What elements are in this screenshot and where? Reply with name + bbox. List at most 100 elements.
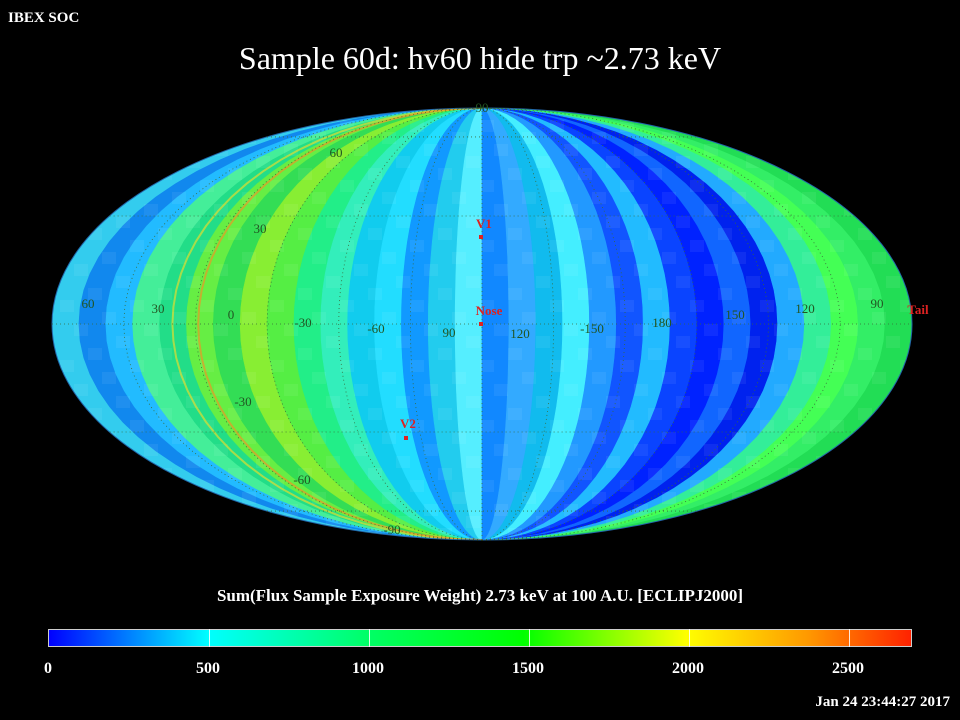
texture-cell: [256, 516, 270, 528]
texture-cell: [536, 336, 550, 348]
texture-cell: [704, 384, 718, 396]
texture-cell: [312, 252, 326, 264]
texture-cell: [480, 240, 494, 252]
texture-cell: [522, 192, 536, 204]
grid-labels: 90 60 30 -30 -60 -90 60 30 0 -30 -60 90 120 -150 180 15…: [82, 100, 884, 537]
texture-cell: [256, 276, 270, 288]
texture-cell: [886, 396, 900, 408]
texture-cell: [74, 444, 88, 456]
marker-nose-dot: [479, 322, 483, 326]
texture-cell: [760, 240, 774, 252]
texture-cell: [256, 216, 270, 228]
texture-cell: [578, 468, 592, 480]
texture-cell: [844, 144, 858, 156]
texture-cell: [130, 420, 144, 432]
texture-cell: [396, 156, 410, 168]
texture-cell: [284, 444, 298, 456]
texture-cell: [382, 492, 396, 504]
texture-cell: [606, 216, 620, 228]
texture-cell: [634, 444, 648, 456]
texture-cell: [410, 360, 424, 372]
texture-cell: [522, 312, 536, 324]
texture-cell: [886, 336, 900, 348]
texture-cell: [578, 168, 592, 180]
texture-cell: [704, 204, 718, 216]
texture-cell: [830, 240, 844, 252]
texture-cell: [676, 336, 690, 348]
texture-cell: [340, 420, 354, 432]
texture-cell: [354, 264, 368, 276]
texture-cell: [648, 468, 662, 480]
texture-cell: [592, 432, 606, 444]
texture-cell: [410, 300, 424, 312]
texture-cell: [424, 264, 438, 276]
texture-cell: [578, 348, 592, 360]
texture-cell: [648, 408, 662, 420]
texture-cell: [816, 516, 830, 528]
texture-cell: [480, 420, 494, 432]
texture-cell: [536, 516, 550, 528]
texture-cell: [830, 480, 844, 492]
texture-cell: [396, 276, 410, 288]
texture-cell: [858, 288, 872, 300]
texture-cell: [872, 372, 886, 384]
texture-cell: [480, 120, 494, 132]
texture-cell: [382, 372, 396, 384]
texture-cell: [536, 396, 550, 408]
texture-cell: [242, 252, 256, 264]
texture-cell: [424, 504, 438, 516]
texture-cell: [662, 372, 676, 384]
colorbar-tick-label: 1000: [352, 660, 384, 677]
texture-cell: [718, 468, 732, 480]
texture-cell: [116, 336, 130, 348]
texture-cell: [74, 324, 88, 336]
texture-cell: [228, 468, 242, 480]
texture-cell: [326, 516, 340, 528]
texture-cell: [368, 468, 382, 480]
texture-cell: [606, 276, 620, 288]
texture-cell: [410, 240, 424, 252]
colorbar: [48, 629, 912, 647]
texture-cell: [102, 252, 116, 264]
texture-cell: [564, 504, 578, 516]
texture-cell: [830, 300, 844, 312]
texture-cell: [438, 168, 452, 180]
longitude-label: 0: [228, 307, 235, 322]
texture-cell: [102, 492, 116, 504]
texture-cell: [872, 492, 886, 504]
texture-cell: [732, 312, 746, 324]
texture-cell: [214, 264, 228, 276]
longitude-label: -30: [294, 315, 311, 330]
texture-cell: [326, 336, 340, 348]
texture-cell: [102, 312, 116, 324]
meridian-line: [266, 107, 483, 541]
texture-cell: [788, 408, 802, 420]
texture-cell: [172, 432, 186, 444]
marker-tail-label: Tail: [907, 302, 929, 317]
texture-cell: [550, 420, 564, 432]
texture-cell: [844, 264, 858, 276]
texture-cell: [802, 312, 816, 324]
texture-cell: [900, 120, 912, 132]
texture-cell: [886, 156, 900, 168]
texture-cell: [480, 180, 494, 192]
texture-cell: [466, 396, 480, 408]
texture-cell: [578, 228, 592, 240]
texture-cell: [326, 216, 340, 228]
texture-cell: [788, 228, 802, 240]
texture-cell: [606, 456, 620, 468]
texture-cell: [466, 456, 480, 468]
texture-cell: [620, 120, 634, 132]
texture-cell: [382, 192, 396, 204]
texture-cell: [802, 432, 816, 444]
texture-cell: [564, 144, 578, 156]
texture-cell: [522, 432, 536, 444]
texture-cell: [508, 168, 522, 180]
texture-cell: [116, 216, 130, 228]
texture-cell: [760, 420, 774, 432]
texture-cell: [312, 372, 326, 384]
texture-cell: [368, 168, 382, 180]
texture-cell: [830, 120, 844, 132]
colorbar-tick-label: 1500: [512, 660, 544, 677]
texture-cell: [452, 372, 466, 384]
